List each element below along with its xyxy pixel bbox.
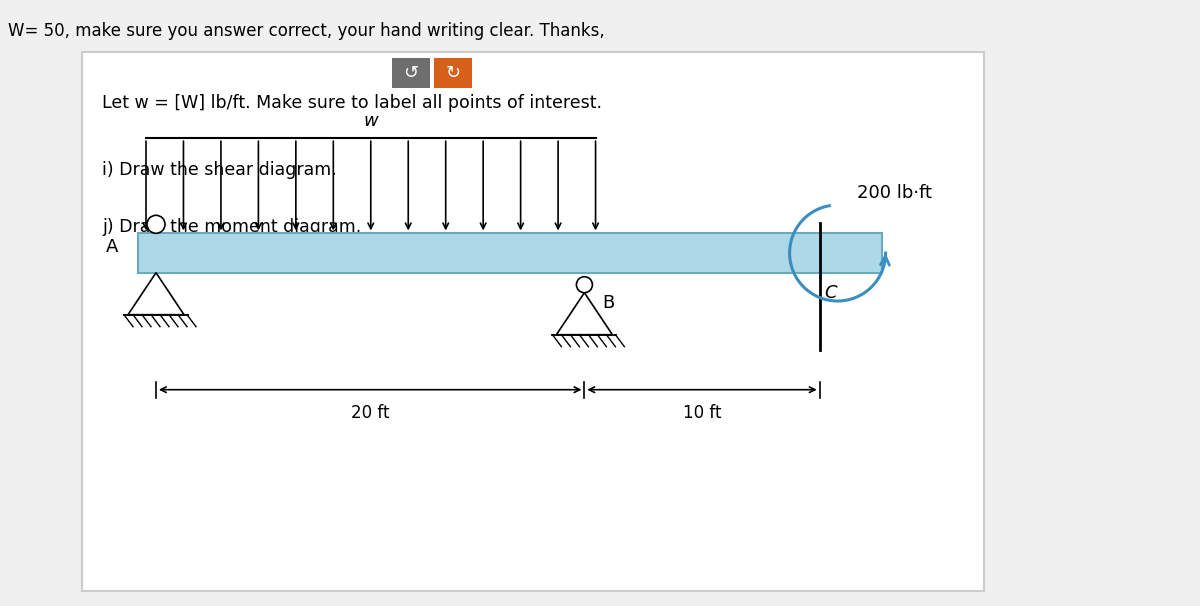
Text: 10 ft: 10 ft: [683, 404, 721, 422]
Circle shape: [148, 215, 166, 233]
Text: C: C: [824, 284, 838, 302]
Text: j) Draw the moment diagram.: j) Draw the moment diagram.: [102, 218, 361, 236]
Polygon shape: [128, 273, 184, 315]
Bar: [392, 58, 430, 88]
Bar: [82, 52, 984, 591]
Text: ↻: ↻: [445, 64, 461, 82]
Text: 200 lb·ft: 200 lb·ft: [857, 184, 932, 202]
Polygon shape: [557, 293, 612, 335]
Text: W= 50, make sure you answer correct, your hand writing clear. Thanks,: W= 50, make sure you answer correct, you…: [8, 22, 605, 40]
Text: B: B: [602, 294, 614, 311]
Text: i) Draw the shear diagram.: i) Draw the shear diagram.: [102, 161, 337, 179]
Text: 20 ft: 20 ft: [350, 404, 390, 422]
Text: ↺: ↺: [403, 64, 419, 82]
Text: Let w = [W] lb/ft. Make sure to label all points of interest.: Let w = [W] lb/ft. Make sure to label al…: [102, 94, 602, 112]
Text: A: A: [106, 238, 118, 256]
Bar: [138, 233, 882, 273]
Text: w: w: [364, 112, 378, 130]
Bar: [434, 58, 472, 88]
Circle shape: [576, 277, 593, 293]
